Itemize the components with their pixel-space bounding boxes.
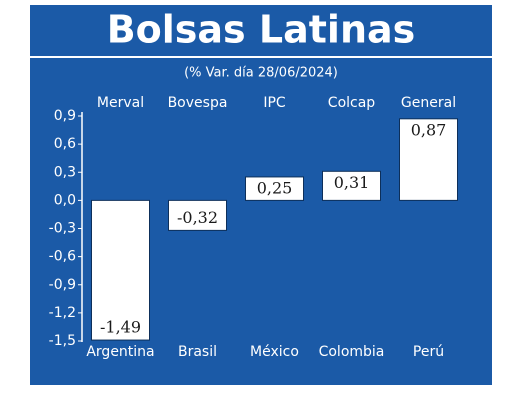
x-tick-label: Argentina (86, 344, 154, 360)
y-tick-label: -0,6 (49, 249, 76, 265)
data-label: 0,87 (411, 120, 447, 139)
bar (168, 199, 227, 231)
data-label: -0,32 (177, 208, 218, 227)
y-tick-label: -0,3 (49, 221, 76, 237)
y-tick-label: 0,3 (54, 164, 76, 180)
index-label: Merval (97, 95, 144, 111)
bar (245, 176, 304, 201)
chart-subtitle: (% Var. día 28/06/2024) (184, 66, 338, 81)
y-tick-label: 0,6 (54, 136, 76, 152)
index-label: IPC (263, 95, 286, 111)
bar (399, 118, 458, 201)
bar (91, 199, 150, 341)
chart-title: Bolsas Latinas (107, 8, 416, 52)
x-tick-label: Perú (413, 344, 444, 360)
bar (322, 170, 381, 201)
y-tick-label: -0,9 (49, 277, 76, 293)
x-tick-label: Colombia (319, 344, 385, 360)
y-tick-label: 0,0 (54, 192, 76, 208)
data-label: 0,31 (334, 173, 370, 192)
index-label: Bovespa (168, 95, 228, 111)
data-label: 0,25 (257, 178, 293, 197)
index-label: Colcap (328, 95, 376, 111)
y-tick-label: -1,2 (49, 305, 76, 321)
x-tick-label: México (250, 344, 299, 360)
y-tick-label: 0,9 (54, 108, 76, 124)
data-label: -1,49 (100, 318, 141, 337)
x-tick-label: Brasil (178, 344, 217, 360)
index-label: General (401, 95, 456, 111)
y-tick-label: -1,5 (49, 333, 76, 349)
